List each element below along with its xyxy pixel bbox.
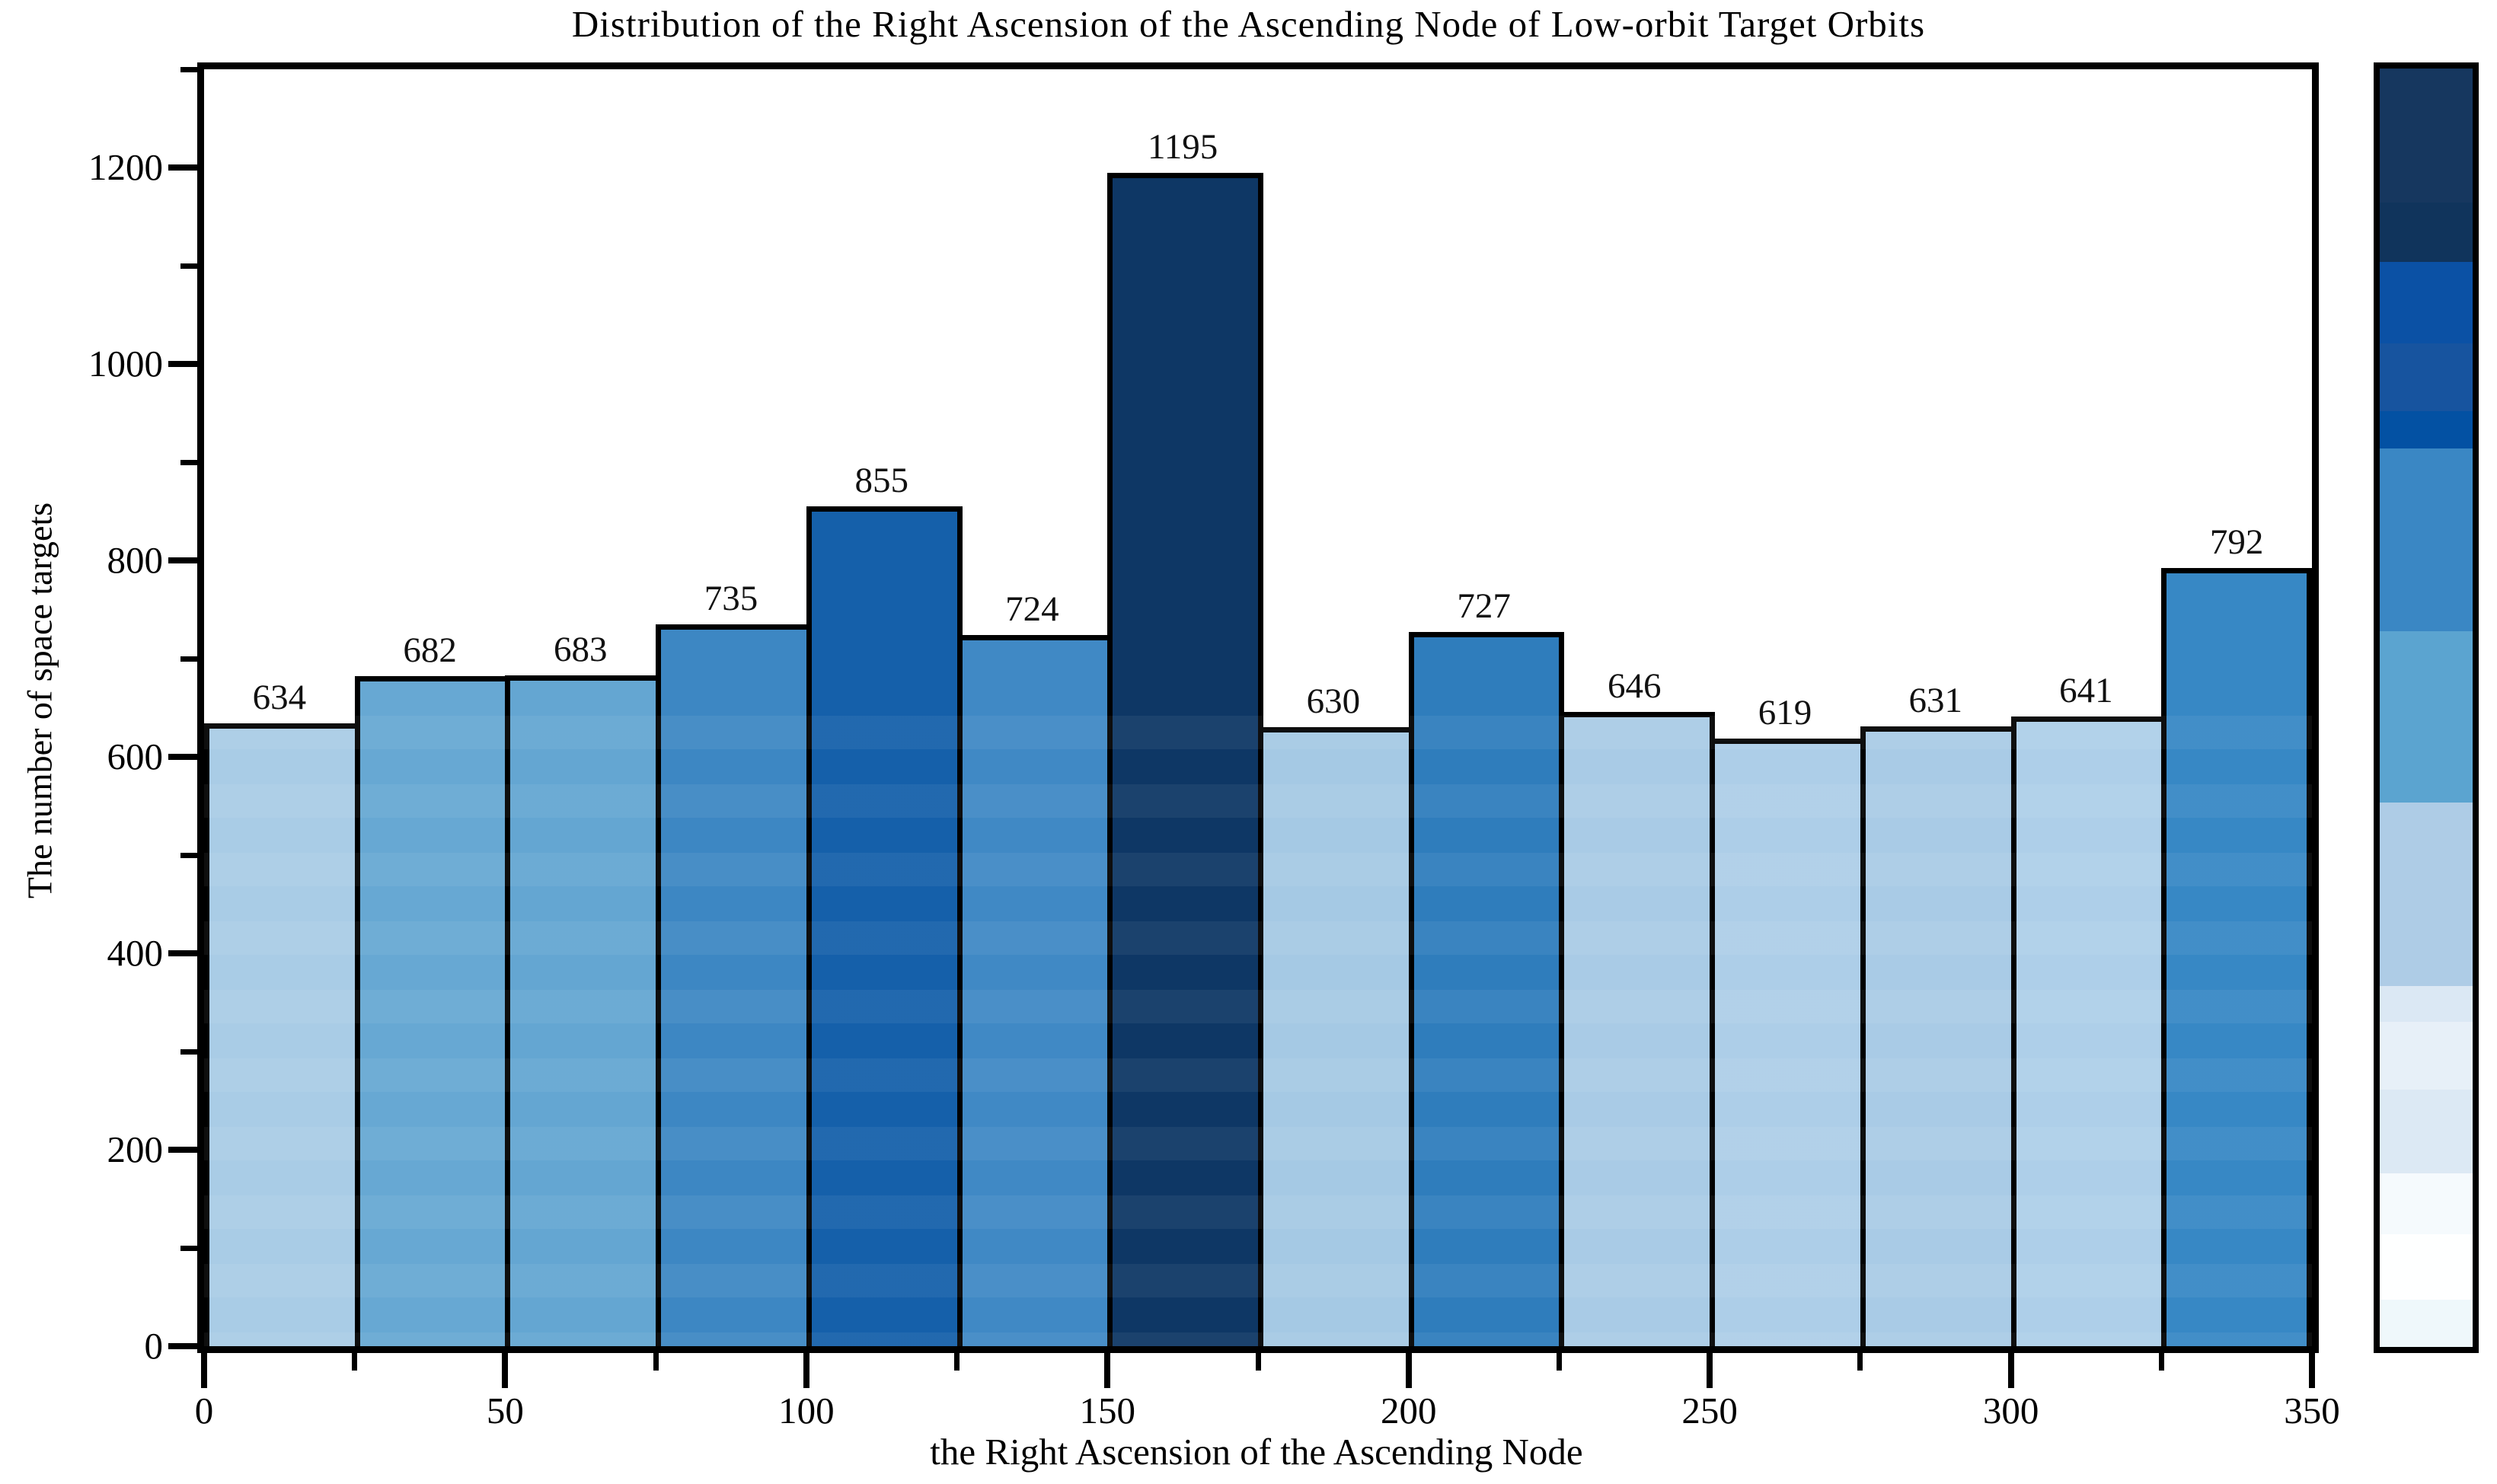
y-major-tick <box>168 361 199 368</box>
bar-value-label: 855 <box>854 461 908 501</box>
colorbar-band <box>2380 1299 2473 1347</box>
bar-value-label: 634 <box>252 678 307 718</box>
colorbar-band <box>2380 448 2473 631</box>
y-major-tick <box>168 950 199 957</box>
bar-value-label: 630 <box>1306 681 1361 722</box>
colorbar-band <box>2380 203 2473 262</box>
y-minor-tick <box>180 460 199 466</box>
colorbar-band <box>2380 69 2473 203</box>
y-tick-label: 1200 <box>88 146 163 189</box>
bar-value-label: 619 <box>1758 692 1812 732</box>
x-major-tick <box>2007 1346 2014 1388</box>
x-tick-label: 350 <box>2284 1390 2340 1431</box>
bar-250-275 <box>1710 738 1866 1346</box>
y-major-tick <box>168 1147 199 1154</box>
bar-225-250 <box>1559 711 1716 1346</box>
colorbar-band <box>2380 1173 2473 1235</box>
colorbar-band <box>2380 1234 2473 1300</box>
x-minor-tick <box>1556 1346 1562 1371</box>
x-tick-label: 50 <box>486 1390 524 1431</box>
y-minor-tick <box>180 656 199 662</box>
bar-value-label: 724 <box>1005 589 1059 630</box>
x-tick-label: 200 <box>1380 1390 1437 1431</box>
x-major-tick <box>803 1346 809 1388</box>
x-axis-label: the Right Ascension of the Ascending Nod… <box>930 1431 1583 1473</box>
colorbar-band <box>2380 261 2473 343</box>
bar-value-label: 792 <box>2209 522 2264 563</box>
y-minor-tick <box>180 67 199 73</box>
x-minor-tick <box>352 1346 358 1371</box>
colorbar-band <box>2380 1022 2473 1090</box>
y-major-tick <box>168 164 199 171</box>
y-tick-label: 400 <box>107 932 164 975</box>
bar-value-label: 683 <box>554 630 608 669</box>
bar-50-75 <box>505 675 662 1346</box>
y-axis-label: The number of space targets <box>20 502 59 899</box>
colorbar-band <box>2380 410 2473 448</box>
bar-value-label: 735 <box>704 578 758 618</box>
y-major-tick <box>168 754 199 761</box>
y-minor-tick <box>180 263 199 270</box>
y-major-tick <box>168 1343 199 1349</box>
x-tick-label: 100 <box>778 1390 835 1431</box>
colorbar-band <box>2380 802 2473 987</box>
bar-325-350 <box>2161 568 2312 1346</box>
x-tick-label: 0 <box>194 1390 214 1431</box>
bar-125-150 <box>956 635 1113 1346</box>
bar-value-label: 727 <box>1457 586 1511 627</box>
bar-value-label: 641 <box>2059 671 2113 711</box>
y-tick-label: 0 <box>144 1325 164 1367</box>
x-major-tick <box>2309 1346 2315 1388</box>
x-minor-tick <box>1857 1346 1863 1371</box>
x-minor-tick <box>653 1346 659 1371</box>
y-tick-label: 1000 <box>88 343 163 385</box>
y-tick-label: 600 <box>107 736 164 778</box>
y-major-tick <box>168 557 199 564</box>
colorbar-band <box>2380 343 2473 411</box>
bar-25-50 <box>354 676 511 1346</box>
chart-title: Distribution of the Right Ascension of t… <box>571 3 1926 45</box>
x-major-tick <box>201 1346 207 1388</box>
bar-300-325 <box>2010 716 2167 1346</box>
colorbar-band <box>2380 986 2473 1023</box>
colorbar-band <box>2380 1090 2473 1173</box>
colorbar <box>2374 62 2479 1353</box>
x-major-tick <box>1405 1346 1412 1388</box>
x-major-tick <box>1707 1346 1713 1388</box>
x-minor-tick <box>1255 1346 1261 1371</box>
bar-value-label: 631 <box>1908 681 1962 721</box>
bar-value-label: 1195 <box>1148 126 1218 167</box>
y-minor-tick <box>180 1246 199 1251</box>
x-tick-label: 300 <box>1982 1390 2039 1431</box>
bar-value-label: 646 <box>1608 665 1662 706</box>
x-minor-tick <box>954 1346 960 1371</box>
x-minor-tick <box>2158 1346 2164 1371</box>
y-tick-label: 800 <box>107 539 164 582</box>
colorbar-band <box>2380 630 2473 803</box>
x-tick-label: 250 <box>1681 1390 1738 1431</box>
y-tick-label: 200 <box>107 1128 164 1171</box>
bar-0-25 <box>204 723 360 1346</box>
x-major-tick <box>1104 1346 1111 1388</box>
x-tick-label: 150 <box>1079 1390 1136 1431</box>
y-minor-tick <box>180 1049 199 1055</box>
x-major-tick <box>502 1346 509 1388</box>
bar-value-label: 682 <box>403 630 457 671</box>
y-minor-tick <box>180 853 199 859</box>
